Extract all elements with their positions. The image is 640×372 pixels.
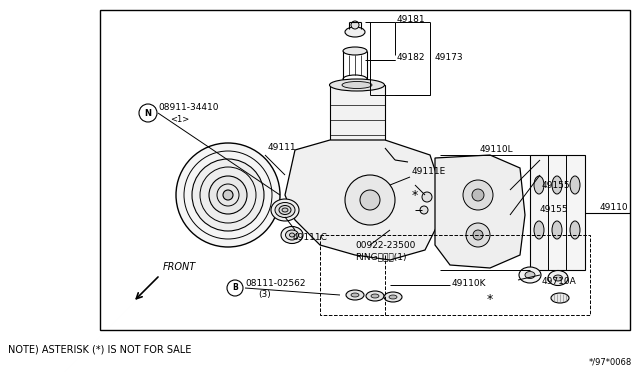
Ellipse shape (389, 295, 397, 299)
Polygon shape (285, 140, 440, 260)
Ellipse shape (548, 270, 568, 285)
Text: 49155: 49155 (540, 205, 568, 215)
Circle shape (472, 189, 484, 201)
Text: N: N (145, 109, 152, 118)
Ellipse shape (279, 205, 291, 215)
Text: 49710A: 49710A (542, 278, 577, 286)
Bar (100, 10, 630, 330)
Ellipse shape (570, 176, 580, 194)
Circle shape (227, 280, 243, 296)
Circle shape (473, 230, 483, 240)
Text: 49110K: 49110K (452, 279, 486, 288)
Ellipse shape (552, 221, 562, 239)
Ellipse shape (345, 27, 365, 37)
Ellipse shape (289, 233, 294, 237)
Bar (530, 155, 585, 270)
Ellipse shape (281, 227, 303, 244)
Ellipse shape (282, 208, 288, 212)
Ellipse shape (343, 47, 367, 55)
Polygon shape (435, 155, 525, 268)
Circle shape (360, 190, 380, 210)
Circle shape (420, 206, 428, 214)
Text: FRONT: FRONT (163, 262, 196, 272)
Text: B: B (232, 283, 238, 292)
Circle shape (422, 192, 432, 202)
Ellipse shape (534, 221, 544, 239)
Text: 49110L: 49110L (480, 145, 514, 154)
Ellipse shape (551, 293, 569, 303)
Text: <1>: <1> (170, 115, 189, 125)
Circle shape (345, 175, 395, 225)
Circle shape (209, 176, 247, 214)
Text: RINGリング(1): RINGリング(1) (355, 253, 406, 262)
Text: 49111: 49111 (268, 144, 296, 153)
Ellipse shape (275, 202, 295, 218)
Ellipse shape (351, 293, 359, 297)
Text: 49181: 49181 (397, 16, 426, 25)
Ellipse shape (342, 81, 372, 89)
Circle shape (223, 190, 233, 200)
Polygon shape (330, 85, 385, 150)
Ellipse shape (525, 272, 535, 279)
Text: *: * (487, 294, 493, 307)
Text: 49111C: 49111C (293, 234, 328, 243)
Ellipse shape (570, 221, 580, 239)
Text: 08911-34410: 08911-34410 (158, 103, 218, 112)
Circle shape (139, 104, 157, 122)
Circle shape (351, 21, 359, 29)
Text: 49182: 49182 (397, 54, 426, 62)
Circle shape (176, 143, 280, 247)
Ellipse shape (271, 199, 299, 221)
Text: 08111-02562: 08111-02562 (245, 279, 305, 288)
Text: *: * (412, 189, 418, 202)
Circle shape (192, 159, 264, 231)
Bar (320, 235, 590, 315)
Ellipse shape (371, 294, 379, 298)
Ellipse shape (552, 176, 562, 194)
Ellipse shape (330, 79, 385, 91)
Text: 49155: 49155 (542, 180, 571, 189)
Text: (3): (3) (258, 291, 271, 299)
Text: 49110: 49110 (600, 203, 628, 212)
Ellipse shape (519, 267, 541, 283)
Text: */97*0068: */97*0068 (589, 357, 632, 366)
Text: 00922-23500: 00922-23500 (355, 241, 415, 250)
Ellipse shape (534, 176, 544, 194)
Text: 49111E: 49111E (412, 167, 446, 176)
Ellipse shape (330, 144, 385, 156)
Circle shape (466, 223, 490, 247)
Text: NOTE) ASTERISK (*) IS NOT FOR SALE: NOTE) ASTERISK (*) IS NOT FOR SALE (8, 345, 191, 355)
Ellipse shape (346, 290, 364, 300)
Ellipse shape (366, 291, 384, 301)
Ellipse shape (343, 75, 367, 83)
Ellipse shape (285, 230, 298, 240)
Circle shape (463, 180, 493, 210)
Ellipse shape (384, 292, 402, 302)
Ellipse shape (554, 275, 563, 281)
Text: 49173: 49173 (435, 54, 463, 62)
